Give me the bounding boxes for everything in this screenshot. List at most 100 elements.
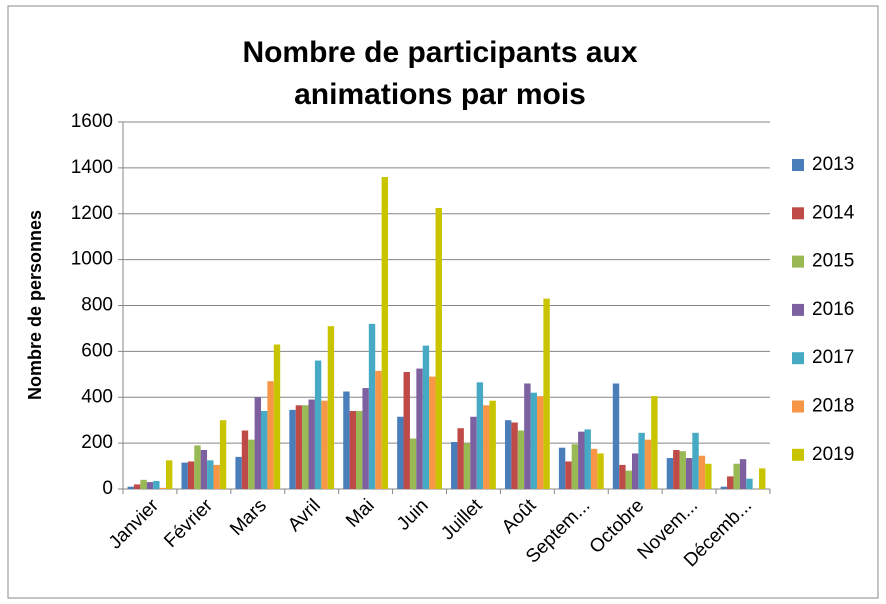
legend-swatch <box>792 400 804 413</box>
y-tick-label: 600 <box>81 340 113 361</box>
bar <box>181 462 188 489</box>
bar <box>200 450 208 489</box>
bar <box>302 405 309 489</box>
bar <box>409 438 417 489</box>
bar <box>590 448 598 489</box>
bar <box>289 409 296 489</box>
bar <box>451 441 458 489</box>
bar <box>260 411 268 489</box>
bar <box>429 376 436 489</box>
chart-frame <box>7 5 879 599</box>
legend-label: 2019 <box>812 444 854 465</box>
bar <box>597 453 604 489</box>
bar <box>343 391 350 489</box>
bar <box>254 397 261 489</box>
bar <box>612 383 620 489</box>
bar <box>127 486 134 489</box>
bar <box>187 461 195 489</box>
bar <box>558 447 566 489</box>
bar <box>565 461 572 489</box>
bar <box>219 420 227 489</box>
bar <box>349 411 357 489</box>
legend-swatch <box>792 352 804 365</box>
bar <box>584 429 591 489</box>
bar <box>235 456 242 489</box>
bar <box>140 479 147 489</box>
y-axis-label: Nombre de personnes <box>25 210 45 400</box>
bar <box>692 432 699 489</box>
bar <box>489 400 496 489</box>
bar <box>476 382 484 489</box>
bar <box>666 458 674 489</box>
bar <box>463 443 471 489</box>
bar <box>571 444 579 489</box>
bar <box>327 326 335 489</box>
bar <box>295 405 303 489</box>
bar <box>435 208 442 489</box>
y-tick-label: 1000 <box>71 249 113 270</box>
bar <box>578 431 585 489</box>
y-tick-label: 200 <box>81 432 113 453</box>
bar <box>165 460 173 489</box>
legend-label: 2015 <box>812 251 854 272</box>
bar <box>673 450 680 489</box>
bar <box>241 430 249 489</box>
bar <box>146 482 154 489</box>
bar <box>517 430 525 489</box>
bar <box>368 323 376 489</box>
legend-label: 2013 <box>812 154 854 175</box>
bar <box>619 464 626 489</box>
bar <box>679 451 686 489</box>
bar <box>375 370 382 489</box>
legend-swatch <box>792 159 804 171</box>
bar <box>381 177 389 490</box>
bar <box>727 476 734 489</box>
bar <box>632 453 639 489</box>
bar <box>397 416 404 489</box>
bar <box>644 439 652 489</box>
bar <box>733 463 740 489</box>
bar <box>314 360 322 489</box>
bar <box>625 470 633 489</box>
legend-label: 2017 <box>812 347 854 368</box>
bar <box>213 464 220 489</box>
bar <box>457 428 464 489</box>
bar <box>536 396 544 489</box>
y-tick-label: 1600 <box>71 111 113 132</box>
bar <box>530 392 537 489</box>
bar <box>511 422 518 489</box>
legend-swatch <box>792 303 804 316</box>
bar <box>356 411 363 489</box>
bar <box>685 458 693 489</box>
bar <box>133 484 141 489</box>
bar <box>416 368 423 489</box>
legend-swatch <box>792 207 804 220</box>
chart-title: Nombre de participants aux animations pa… <box>242 36 638 111</box>
y-tick-label: 1400 <box>71 157 113 178</box>
legend-swatch <box>792 255 804 268</box>
bar <box>362 388 369 489</box>
bar <box>746 478 753 489</box>
bar <box>638 432 645 489</box>
legend-swatch <box>792 448 804 461</box>
bar <box>504 420 512 489</box>
bar <box>524 383 531 489</box>
bar <box>705 463 712 489</box>
bar <box>422 345 430 489</box>
bar <box>483 405 490 489</box>
bar <box>651 396 658 489</box>
bar <box>403 372 410 489</box>
bar <box>470 416 477 489</box>
y-tick-label: 800 <box>81 295 113 316</box>
legend-label: 2018 <box>812 396 854 417</box>
bar <box>543 298 550 489</box>
bar <box>194 445 201 489</box>
bar <box>207 460 214 489</box>
bar <box>739 459 747 489</box>
bar <box>759 468 766 489</box>
legend-label: 2014 <box>812 202 855 223</box>
bar <box>273 344 281 489</box>
bar <box>308 399 315 489</box>
bar <box>153 480 160 489</box>
